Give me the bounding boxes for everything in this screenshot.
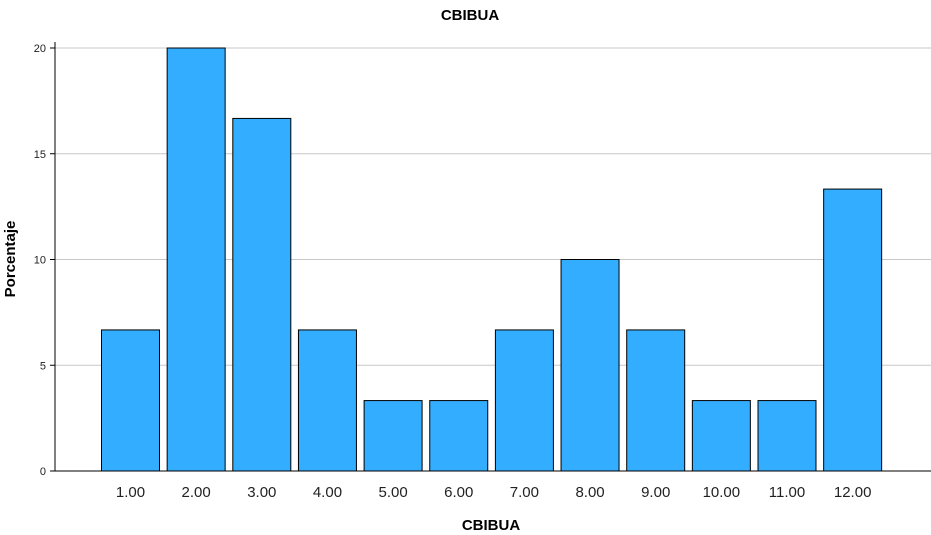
bar-7.00 [494,329,554,472]
bar-3.00 [232,117,292,472]
bars [101,47,883,472]
x-tick-label: 1.00 [116,484,145,501]
bar-9.00 [626,329,686,472]
bar-11.00 [757,400,817,472]
y-tick-label: 20 [34,43,46,55]
y-axis-title: Porcentaje [2,221,19,298]
x-tick-label: 3.00 [247,484,276,501]
x-tick-label: 8.00 [575,484,604,501]
bar-10.00 [691,400,751,472]
x-tick-label: 7.00 [510,484,539,501]
bar-6.00 [429,400,489,472]
y-axis-ticks: 0 5 10 15 20 [34,43,55,478]
y-tick-label: 10 [34,255,46,267]
bar-4.00 [297,329,357,472]
bar-1.00 [101,329,160,472]
y-tick-label: 15 [34,149,46,161]
x-tick-label: 11.00 [769,484,805,501]
x-tick-label: 9.00 [641,484,670,501]
x-tick-label: 6.00 [444,484,473,501]
x-tick-label: 2.00 [182,484,211,501]
bar-8.00 [560,259,620,472]
x-axis-title: CBIBUA [462,517,520,534]
bar-5.00 [363,400,423,472]
y-tick-label: 5 [40,360,46,372]
chart-title: CBIBUA [441,7,499,24]
bar-12.00 [823,188,883,472]
y-tick-label: 0 [40,466,46,478]
x-tick-label: 4.00 [313,484,342,501]
x-tick-label: 10.00 [703,484,741,501]
x-tick-label: 5.00 [378,484,407,501]
x-tick-label: 12.00 [834,484,872,501]
x-axis-ticks: 1.00 2.00 3.00 4.00 5.00 6.00 7.00 8.00 9.00 10.0… [116,484,872,501]
bar-2.00 [166,47,226,472]
